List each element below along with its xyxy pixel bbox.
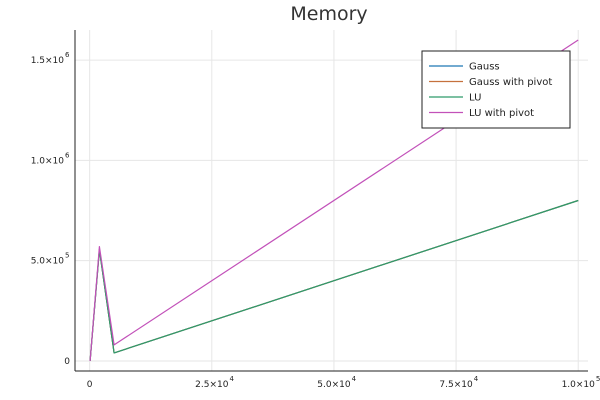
x-tick-label-0: 0 xyxy=(87,380,93,390)
x-tick-exponent-4: 5 xyxy=(596,375,600,383)
x-tick-label-3: 7.5×10 xyxy=(439,380,473,390)
chart-title: Memory xyxy=(290,3,367,25)
x-tick-label-2: 5.0×10 xyxy=(317,380,351,390)
series-line-lu-with-pivot xyxy=(89,39,579,362)
x-tick-exponent-3: 4 xyxy=(474,375,479,383)
legend-box xyxy=(421,50,571,129)
legend-label-1: Gauss with pivot xyxy=(469,77,552,88)
x-tick-exponent-1: 4 xyxy=(229,375,234,383)
legend-label-0: Gauss xyxy=(469,62,500,73)
y-tick-label-0: 0 xyxy=(64,357,70,367)
x-tick-label-1: 2.5×10 xyxy=(195,380,229,390)
x-tick-label-4: 1.0×10 xyxy=(562,380,596,390)
y-tick-exponent-1: 5 xyxy=(65,252,69,260)
y-tick-label-3: 1.5×10 xyxy=(31,56,65,66)
y-tick-label-1: 5.0×10 xyxy=(31,257,65,267)
y-tick-label-2: 1.0×10 xyxy=(31,156,65,166)
legend-label-2: LU xyxy=(469,93,481,104)
y-tick-exponent-3: 6 xyxy=(65,51,70,59)
legend-label-3: LU with pivot xyxy=(469,108,534,119)
y-tick-exponent-2: 6 xyxy=(65,151,70,159)
legend: Gauss Gauss with pivot LU LU with pivot xyxy=(421,50,571,129)
series-group xyxy=(89,39,579,362)
x-tick-exponent-2: 4 xyxy=(352,375,357,383)
